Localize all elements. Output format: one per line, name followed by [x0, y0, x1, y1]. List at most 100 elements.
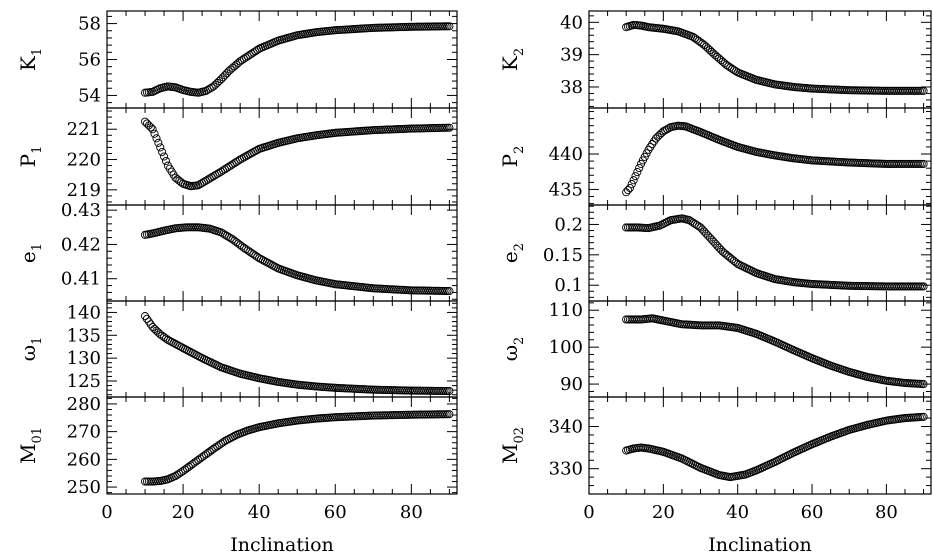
panel-2-3: 0.1 0.15 0.2 e2 — [498, 204, 932, 302]
data-point — [748, 267, 757, 276]
data-point — [148, 125, 157, 134]
panel-frame — [588, 396, 932, 495]
y-axis-label: ω2 — [498, 337, 527, 362]
data-point — [272, 263, 281, 272]
data-point — [439, 386, 448, 396]
y-tick-label: 40 — [560, 12, 583, 33]
y-axis-label: P1 — [16, 146, 45, 168]
y-axis-label-symbol: M — [498, 444, 522, 464]
data-point — [692, 461, 701, 471]
data-point — [913, 159, 923, 168]
data-point — [215, 362, 224, 371]
x-tick-label: 40 — [726, 502, 749, 523]
data-series — [140, 223, 454, 296]
panel-2-2: 435 440 P2 — [498, 107, 932, 206]
y-tick-label: 58 — [78, 14, 101, 35]
y-tick-label: 280 — [67, 394, 101, 415]
data-series — [622, 314, 928, 389]
y-axis-label-symbol: ω — [16, 345, 40, 361]
data-series — [140, 22, 454, 97]
y-axis-label-symbol: e — [16, 251, 40, 263]
data-point — [156, 143, 165, 152]
data-point — [917, 86, 926, 95]
panel-frame — [106, 396, 458, 495]
x-axis-title: Inclination — [708, 534, 812, 554]
y-axis-label-subscript: 1 — [30, 337, 45, 345]
data-point — [213, 361, 222, 370]
data-point — [154, 138, 163, 147]
y-axis-label: M01 — [16, 427, 45, 464]
x-tick-label: 20 — [652, 502, 675, 523]
data-point — [230, 431, 239, 441]
y-axis-label-symbol: K — [16, 55, 40, 71]
y-axis-label-subscript: 02 — [512, 427, 527, 444]
data-point — [150, 129, 159, 138]
column-2: 383940K2435440P20.10.150.2e290100110ω233… — [498, 10, 932, 554]
data-point — [445, 287, 454, 296]
y-axis-label: K2 — [498, 48, 527, 71]
data-point — [625, 183, 634, 193]
y-tick-label: 0.2 — [554, 214, 583, 235]
y-axis-label: P2 — [498, 146, 527, 168]
y-axis-label-symbol: ω — [498, 345, 522, 361]
data-series — [140, 312, 454, 396]
y-axis-label-subscript: 01 — [30, 427, 45, 444]
y-axis-label-subscript: 2 — [512, 48, 527, 56]
panel-2-5: 330 340 M02 — [498, 396, 932, 495]
data-point — [445, 22, 454, 31]
data-point — [631, 172, 640, 181]
data-series — [622, 121, 928, 197]
y-axis-label-subscript: 1 — [30, 243, 45, 251]
data-point — [915, 282, 924, 291]
data-point — [152, 134, 161, 143]
data-point — [192, 223, 201, 232]
y-tick-label: 250 — [67, 477, 101, 498]
y-tick-label: 0.1 — [554, 275, 583, 296]
data-point — [917, 282, 926, 291]
data-series — [140, 410, 454, 486]
data-series — [622, 214, 928, 291]
y-axis-label: ω1 — [16, 337, 45, 362]
y-tick-label: 0.41 — [61, 269, 101, 290]
y-tick-label: 38 — [560, 77, 583, 98]
x-tick-label: 60 — [801, 502, 824, 523]
y-axis-label: e2 — [498, 243, 527, 263]
data-point — [663, 217, 672, 227]
x-tick-label: 20 — [172, 502, 195, 523]
data-point — [142, 314, 151, 323]
y-tick-label: 330 — [549, 459, 583, 480]
x-tick-label: 80 — [875, 502, 898, 523]
data-point — [140, 312, 150, 321]
y-axis-label-symbol: M — [16, 444, 40, 464]
data-point — [441, 22, 450, 31]
x-tick-label: 40 — [248, 502, 271, 523]
panel-1-1: 54 56 58 K1 — [16, 10, 458, 109]
panel-1-2: 219 220 221 P1 — [16, 107, 458, 206]
data-point — [158, 147, 167, 156]
panel-frame — [588, 204, 932, 302]
data-point — [750, 268, 759, 277]
y-axis-label-subscript: 1 — [30, 48, 45, 56]
data-point — [445, 410, 454, 419]
data-point — [445, 123, 454, 132]
data-point — [160, 152, 169, 161]
x-axis-title: Inclination — [230, 534, 334, 554]
data-point — [664, 124, 673, 133]
y-tick-label: 140 — [67, 302, 101, 323]
y-tick-label: 56 — [78, 50, 101, 71]
y-tick-label: 0.42 — [61, 234, 101, 255]
y-axis-label-subscript: 2 — [512, 146, 527, 154]
y-tick-label: 0.15 — [543, 245, 583, 266]
y-tick-label: 221 — [67, 119, 101, 140]
y-tick-label: 0.43 — [61, 200, 101, 221]
x-tick-label: 0 — [583, 502, 594, 523]
data-point — [144, 317, 153, 326]
data-point — [253, 145, 262, 155]
data-point — [919, 380, 928, 389]
data-point — [629, 176, 638, 185]
y-axis-label: K1 — [16, 48, 45, 71]
data-series — [140, 117, 454, 191]
y-axis-label-subscript: 2 — [512, 337, 527, 345]
x-tick-label: 60 — [324, 502, 347, 523]
